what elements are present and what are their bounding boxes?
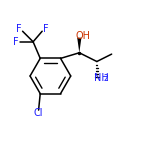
Text: OH: OH [76,31,91,41]
Text: NH: NH [94,73,108,83]
Text: Cl: Cl [33,108,43,118]
Polygon shape [77,38,81,53]
Text: F: F [16,24,22,35]
Text: 2: 2 [103,74,108,83]
Text: F: F [13,37,19,47]
Text: F: F [43,24,48,35]
